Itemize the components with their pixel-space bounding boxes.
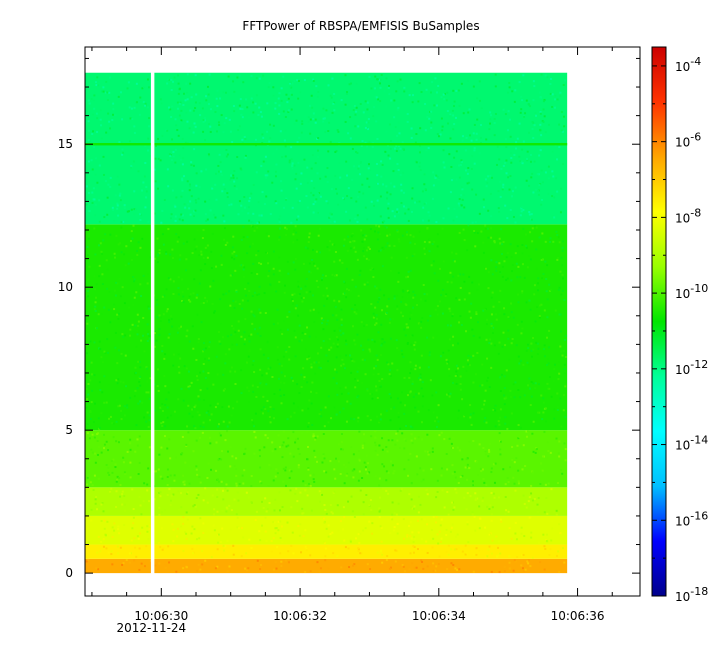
- x-tick-label: 10:06:30: [134, 609, 188, 623]
- spectrogram-heatmap: [85, 71, 568, 575]
- heatmap-band-4: [85, 430, 568, 488]
- heatmap-band-2: [85, 515, 568, 545]
- heatmap-band-1: [85, 544, 568, 559]
- colorbar-tick-label: 10-4: [675, 55, 701, 74]
- colorbar: [651, 46, 667, 597]
- heatmap-band-3: [85, 487, 568, 516]
- data-gap: [150, 71, 155, 575]
- y-tick-label: 10: [58, 280, 73, 294]
- colorbar-tick-label: 10-12: [675, 358, 708, 377]
- colorbar-tick-label: 10-16: [675, 509, 708, 528]
- y-axis: 0 5 10 15: [58, 57, 640, 580]
- colorbar-tick-label: 10-8: [675, 206, 701, 225]
- y-tick-label: 15: [58, 137, 73, 151]
- line-feature: [85, 143, 568, 146]
- chart-title: FFTPower of RBSPA/EMFISIS BuSamples: [242, 19, 479, 33]
- colorbar-tick-label: 10-10: [675, 282, 708, 301]
- colorbar-tick-label: 10-14: [675, 434, 708, 453]
- x-tick-label: 10:06:34: [412, 609, 466, 623]
- colorbar-tick-label: 10-18: [675, 585, 708, 604]
- y-tick-label: 0: [65, 566, 73, 580]
- y-tick-label: 5: [65, 423, 73, 437]
- x-tick-label: 10:06:36: [551, 609, 605, 623]
- heatmap-texture: [85, 73, 568, 574]
- colorbar-tick-label: 10-6: [675, 131, 701, 150]
- plot-frame: [84, 46, 641, 597]
- heatmap-band-5: [85, 224, 568, 431]
- x-tick-label: 10:06:32: [273, 609, 327, 623]
- colorbar-axis: 10-4 10-6 10-8 10-10 10-12 10-14 10-16 10-18: [652, 55, 708, 604]
- x-tick-date: 2012-11-24: [116, 621, 186, 635]
